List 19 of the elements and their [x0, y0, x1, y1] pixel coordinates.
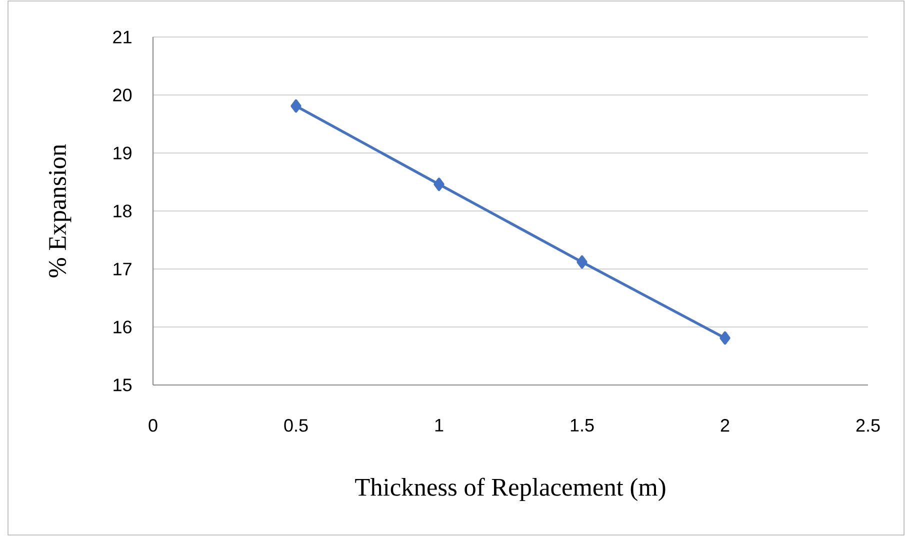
y-axis-title: % Expansion — [48, 144, 72, 278]
x-tick-label: 2 — [720, 419, 730, 432]
point — [576, 255, 588, 269]
y-tick-label: 19 — [114, 146, 132, 160]
y-tick-label: 18 — [114, 204, 132, 218]
point — [290, 99, 302, 113]
y-tick-label: 21 — [113, 30, 132, 44]
x-tick-label: 0 — [148, 419, 158, 432]
x-tick-label: 1 — [435, 419, 444, 432]
x-tick-label: 2.5 — [856, 419, 880, 432]
x-axis-title: Thickness of Replacement (m) — [355, 478, 666, 502]
point — [720, 331, 730, 345]
x-tick-label: 1.5 — [570, 419, 594, 432]
x-tick-label: 0.5 — [284, 419, 308, 432]
y-tick-label: 17 — [114, 262, 132, 276]
y-tick-label: 20 — [113, 88, 132, 102]
y-tick-label: 16 — [114, 320, 132, 334]
point — [434, 178, 444, 191]
y-tick-label: 15 — [114, 378, 132, 392]
